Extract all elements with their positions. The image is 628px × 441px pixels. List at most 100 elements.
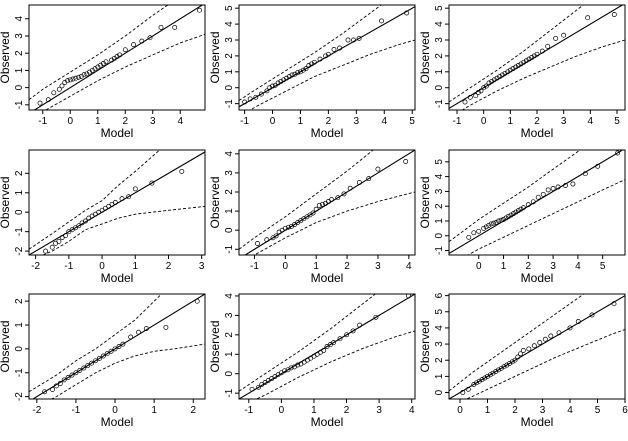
data-point xyxy=(482,375,488,381)
data-point xyxy=(77,367,83,373)
x-tick-label: -1 xyxy=(250,261,259,272)
x-tick-label: 0 xyxy=(112,405,118,416)
data-point xyxy=(471,230,477,236)
envelope-upper-line xyxy=(29,294,163,393)
data-point xyxy=(70,76,76,82)
x-tick-label: 1 xyxy=(485,405,491,416)
plot-frame xyxy=(28,293,206,400)
data-point xyxy=(37,100,43,106)
data-point xyxy=(43,248,49,254)
data-point xyxy=(537,340,543,345)
data-point xyxy=(462,99,468,105)
x-tick-label: 4 xyxy=(381,116,387,127)
data-point xyxy=(545,187,551,193)
data-point xyxy=(131,42,136,48)
data-point xyxy=(506,214,511,219)
y-tick-label: 2 xyxy=(434,53,445,59)
x-tick-label: 0 xyxy=(279,405,285,416)
data-point xyxy=(255,241,260,246)
data-point xyxy=(515,208,521,214)
x-tick-label: 3 xyxy=(540,405,546,416)
data-point xyxy=(508,212,514,218)
x-tick-label: 4 xyxy=(409,405,415,416)
x-tick-label: 0 xyxy=(476,261,482,272)
data-point xyxy=(567,325,573,331)
data-point xyxy=(582,171,588,177)
x-tick-label: 3 xyxy=(199,261,205,272)
data-point xyxy=(351,37,356,43)
data-point xyxy=(264,88,270,94)
envelope-upper-line xyxy=(29,150,161,250)
data-point xyxy=(295,362,301,368)
data-point xyxy=(473,93,479,99)
x-tick-label: 5 xyxy=(595,405,601,416)
x-tick-label: 2 xyxy=(122,116,128,127)
data-point xyxy=(494,75,500,81)
data-point xyxy=(512,357,518,363)
data-point xyxy=(501,364,507,370)
data-point xyxy=(139,38,145,44)
data-point xyxy=(292,71,298,77)
x-tick-label: 2 xyxy=(526,261,532,272)
y-tick-label: 0 xyxy=(434,233,445,239)
data-point xyxy=(256,384,262,390)
data-point xyxy=(525,202,531,208)
x-tick-label: 1 xyxy=(95,116,101,127)
y-tick-label: 3 xyxy=(14,33,25,39)
data-point xyxy=(85,363,91,369)
y-tick-label: 1 xyxy=(14,67,25,73)
data-point xyxy=(194,298,200,304)
data-point xyxy=(100,353,106,359)
data-point xyxy=(460,390,466,395)
y-tick-label: 1 xyxy=(224,69,235,75)
data-point xyxy=(513,64,519,70)
data-point xyxy=(270,83,275,89)
reference-line xyxy=(244,150,415,255)
envelope-upper-line xyxy=(239,5,382,101)
x-tick-label: 0 xyxy=(457,405,463,416)
x-tick-label: -1 xyxy=(244,405,253,416)
data-point xyxy=(81,72,87,78)
data-point xyxy=(481,85,487,91)
data-point xyxy=(493,220,499,225)
x-tick-label: 2 xyxy=(344,261,350,272)
data-point xyxy=(375,166,381,172)
data-point xyxy=(501,217,506,222)
data-point xyxy=(311,59,317,65)
data-point xyxy=(253,94,259,100)
data-point xyxy=(499,72,505,78)
y-tick-label: 5 xyxy=(434,159,445,165)
data-point xyxy=(486,80,492,86)
data-point xyxy=(523,58,529,64)
data-point xyxy=(63,233,68,239)
data-point xyxy=(379,18,384,24)
data-point xyxy=(112,346,118,352)
x-tick-label: 1 xyxy=(311,405,317,416)
y-tick-label: 4 xyxy=(224,21,235,27)
data-point xyxy=(273,233,279,239)
x-tick-label: -2 xyxy=(32,405,41,416)
data-point xyxy=(83,218,88,224)
data-point xyxy=(337,336,343,342)
data-point xyxy=(406,294,411,299)
y-axis-title: Observed xyxy=(208,31,222,83)
data-point xyxy=(117,52,123,58)
data-point xyxy=(319,201,325,207)
envelope-lower-line xyxy=(50,343,205,399)
x-tick-label: 0 xyxy=(283,261,289,272)
x-tick-label: 2 xyxy=(326,116,332,127)
x-axis-title: Model xyxy=(521,415,554,429)
y-tick-label: 4 xyxy=(14,16,25,22)
x-axis-title: Model xyxy=(101,126,134,140)
y-tick-label: 2 xyxy=(434,357,445,363)
data-point xyxy=(489,78,495,84)
data-point xyxy=(345,37,351,43)
data-point xyxy=(344,332,350,338)
data-point xyxy=(476,228,482,234)
plot-area xyxy=(239,294,415,399)
data-point xyxy=(531,53,537,59)
data-point xyxy=(513,209,519,215)
y-tick-label: 2 xyxy=(14,170,25,176)
reference-line xyxy=(239,294,415,399)
x-axis-title: Model xyxy=(311,271,344,285)
